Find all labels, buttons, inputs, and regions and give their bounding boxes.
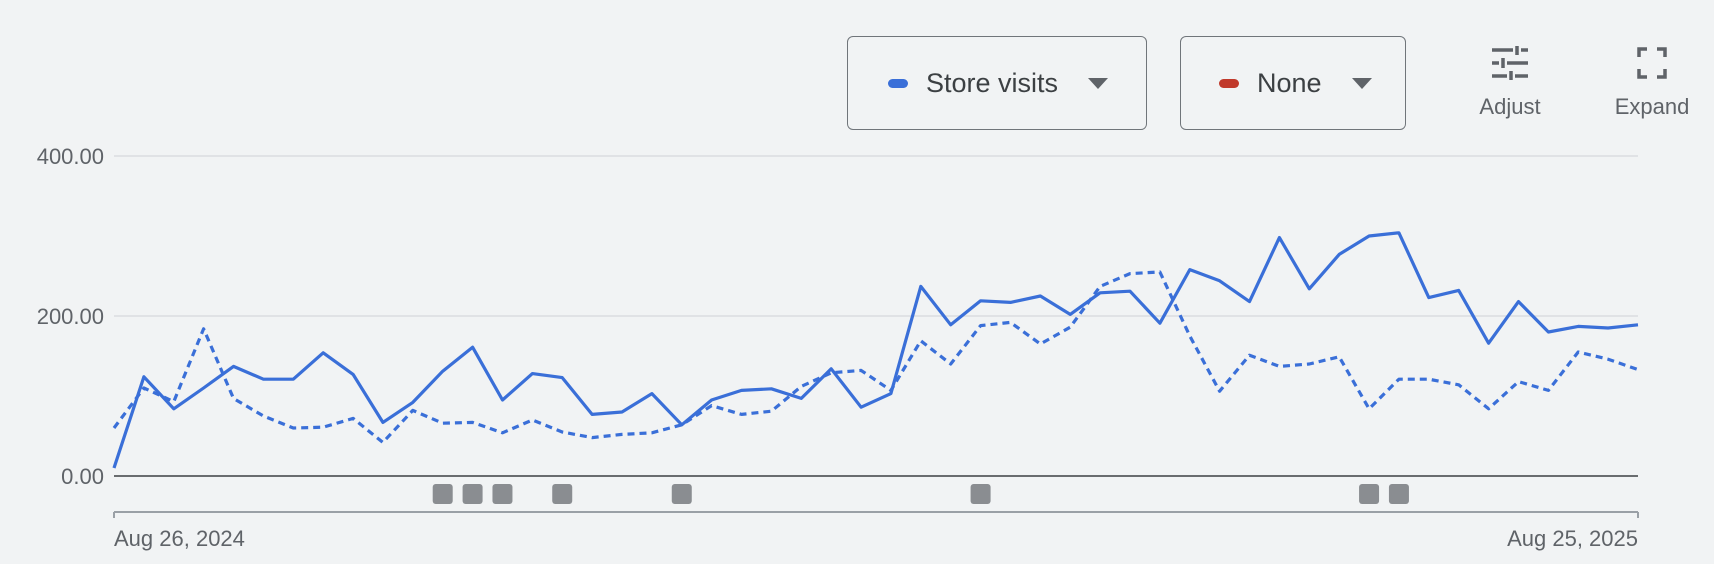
expand-label: Expand <box>1614 94 1690 119</box>
event-marker <box>492 484 513 504</box>
adjust-button[interactable]: Adjust <box>1468 46 1552 120</box>
y-tick-label: 400.00 <box>37 144 104 169</box>
x-end-label: Aug 25, 2025 <box>1507 526 1638 551</box>
expand-button[interactable]: Expand <box>1610 46 1694 120</box>
series-line-current <box>112 231 1639 469</box>
event-marker <box>970 484 991 504</box>
secondary-metric-label: None <box>1257 67 1322 98</box>
y-tick-label: 200.00 <box>37 304 104 329</box>
event-marker <box>1388 484 1409 504</box>
primary-metric-swatch <box>888 78 908 88</box>
event-marker <box>462 484 483 504</box>
primary-metric-label: Store visits <box>926 67 1059 98</box>
y-tick-label: 0.00 <box>61 464 104 489</box>
secondary-metric-select[interactable]: None <box>1180 36 1406 130</box>
adjust-label: Adjust <box>1479 94 1541 119</box>
event-marker <box>671 484 692 504</box>
x-start-label: Aug 26, 2024 <box>114 526 245 551</box>
secondary-metric-swatch <box>1219 78 1239 88</box>
event-marker <box>552 484 573 504</box>
series-line-comparison <box>112 270 1639 444</box>
tune-sliders-icon <box>1492 46 1528 80</box>
chevron-down-icon <box>1088 77 1109 89</box>
event-marker <box>432 484 453 504</box>
fullscreen-icon <box>1637 47 1667 79</box>
primary-metric-select[interactable]: Store visits <box>847 36 1147 130</box>
event-marker <box>1359 484 1380 504</box>
chevron-down-icon <box>1351 77 1372 89</box>
